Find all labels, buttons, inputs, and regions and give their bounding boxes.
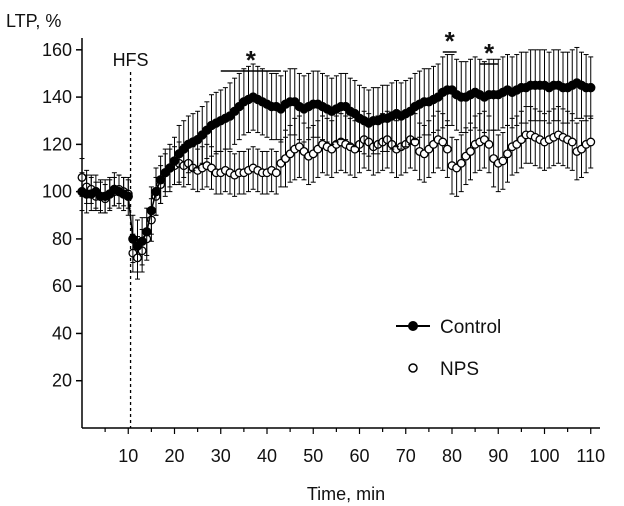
x-axis-ticks: 10 20 30 40 50 60 70 80 90 100 110 xyxy=(104,428,605,466)
data-point xyxy=(456,158,466,168)
x-tick-label: 60 xyxy=(349,446,369,466)
legend: Control NPS xyxy=(396,317,501,380)
y-tick-label: 120 xyxy=(42,134,72,154)
data-point xyxy=(586,82,596,93)
legend-control-marker xyxy=(408,321,418,331)
x-tick-label: 30 xyxy=(211,446,231,466)
legend-nps-marker xyxy=(408,363,418,373)
y-tick-label: 20 xyxy=(52,371,72,391)
data-point xyxy=(151,186,161,197)
significance-asterisk: * xyxy=(484,38,495,68)
data-point xyxy=(155,175,166,185)
data-point xyxy=(503,149,512,159)
data-point xyxy=(442,144,452,154)
x-tick-label: 40 xyxy=(257,446,277,466)
data-point xyxy=(466,147,475,156)
y-tick-label: 140 xyxy=(42,87,72,107)
x-tick-label: 20 xyxy=(164,446,184,466)
data-point xyxy=(146,205,157,216)
x-axis-title: Time, min xyxy=(307,484,385,504)
y-tick-label: 40 xyxy=(52,323,72,343)
x-tick-label: 10 xyxy=(118,446,138,466)
data-point xyxy=(498,156,508,166)
x-tick-label: 50 xyxy=(303,446,323,466)
data-point xyxy=(123,191,133,202)
data-point xyxy=(438,137,448,147)
series-control xyxy=(77,46,596,273)
significance-asterisk: * xyxy=(246,45,257,75)
data-point xyxy=(128,234,138,244)
data-point xyxy=(142,227,152,237)
y-axis-title: LTP, % xyxy=(6,11,61,31)
x-tick-label: 110 xyxy=(576,446,605,466)
data-point xyxy=(169,156,180,166)
x-tick-label: 80 xyxy=(442,446,462,466)
data-point xyxy=(586,137,596,147)
significance-asterisk: * xyxy=(445,26,456,56)
y-tick-label: 80 xyxy=(52,229,72,249)
hfs-event-marker: HFS xyxy=(113,50,149,428)
data-series xyxy=(77,46,596,280)
y-axis-ticks: 20 40 60 80 100 120 140 160 xyxy=(42,40,82,391)
x-tick-label: 90 xyxy=(488,446,508,466)
y-tick-label: 100 xyxy=(42,182,72,202)
y-tick-label: 160 xyxy=(42,40,72,60)
x-tick-label: 70 xyxy=(396,446,416,466)
data-point xyxy=(484,139,494,149)
data-point xyxy=(165,163,175,173)
x-tick-label: 100 xyxy=(529,446,559,466)
data-point xyxy=(137,236,147,246)
data-point xyxy=(567,137,577,147)
data-point xyxy=(271,168,281,178)
legend-nps-label: NPS xyxy=(440,359,479,380)
hfs-label: HFS xyxy=(113,50,149,70)
y-tick-label: 60 xyxy=(52,276,72,296)
legend-control-label: Control xyxy=(440,317,501,338)
